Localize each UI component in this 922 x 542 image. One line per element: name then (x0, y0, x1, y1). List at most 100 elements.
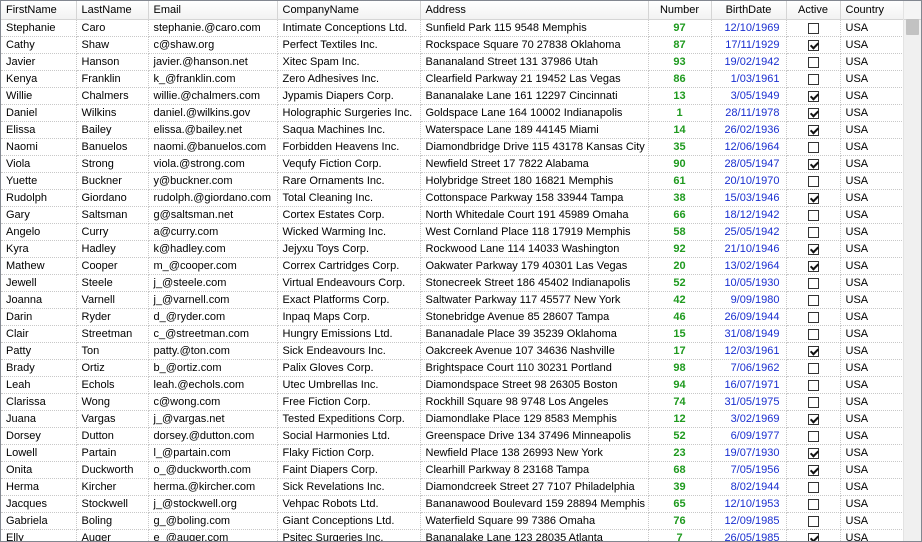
company-name-cell[interactable]: Rare Ornaments Inc. (277, 172, 421, 190)
address-cell[interactable]: Newfield Street 17 7822 Alabama (420, 155, 649, 173)
country-cell[interactable]: USA (840, 172, 904, 190)
first-name-cell[interactable]: Daniel (1, 104, 77, 122)
active-cell[interactable] (786, 427, 841, 445)
country-cell[interactable]: USA (840, 189, 904, 207)
address-cell[interactable]: Bananawood Boulevard 159 28894 Memphis (420, 495, 649, 513)
birth-date-cell[interactable]: 21/10/1946 (711, 240, 787, 258)
table-row[interactable]: Jewell Steele j_@steele.com Virtual Endeavo… (1, 274, 904, 292)
company-name-cell[interactable]: Faint Diapers Corp. (277, 461, 421, 479)
active-checkbox[interactable] (807, 362, 819, 374)
active-checkbox[interactable] (807, 311, 819, 323)
first-name-cell[interactable]: Dorsey (1, 427, 77, 445)
company-name-cell[interactable]: Jejyxu Toys Corp. (277, 240, 421, 258)
country-cell[interactable]: USA (840, 444, 904, 462)
first-name-cell[interactable]: Darin (1, 308, 77, 326)
first-name-cell[interactable]: Viola (1, 155, 77, 173)
email-cell[interactable]: leah.@echols.com (148, 376, 278, 394)
table-row[interactable]: Angelo Curry a@curry.com Wicked Warming Inc… (1, 223, 904, 241)
country-cell[interactable]: USA (840, 104, 904, 122)
table-row[interactable]: Herma Kircher herma.@kircher.com Sick Revel… (1, 478, 904, 496)
company-name-cell[interactable]: Intimate Conceptions Ltd. (277, 19, 421, 37)
country-cell[interactable]: USA (840, 274, 904, 292)
number-cell[interactable]: 42 (648, 291, 712, 309)
address-cell[interactable]: Rockhill Square 98 9748 Los Angeles (420, 393, 649, 411)
birth-date-cell[interactable]: 15/03/1946 (711, 189, 787, 207)
email-cell[interactable]: j_@vargas.net (148, 410, 278, 428)
last-name-cell[interactable]: Curry (76, 223, 149, 241)
email-cell[interactable]: herma.@kircher.com (148, 478, 278, 496)
last-name-cell[interactable]: Ton (76, 342, 149, 360)
first-name-cell[interactable]: Jewell (1, 274, 77, 292)
active-cell[interactable] (786, 376, 841, 394)
company-name-cell[interactable]: Vequfy Fiction Corp. (277, 155, 421, 173)
email-cell[interactable]: g@saltsman.net (148, 206, 278, 224)
birth-date-cell[interactable]: 31/08/1949 (711, 325, 787, 343)
address-cell[interactable]: Rockwood Lane 114 14033 Washington (420, 240, 649, 258)
email-cell[interactable]: willie.@chalmers.com (148, 87, 278, 105)
column-header-country[interactable]: Country (840, 1, 904, 20)
email-cell[interactable]: c_@streetman.com (148, 325, 278, 343)
active-checkbox[interactable] (807, 396, 819, 408)
active-cell[interactable] (786, 325, 841, 343)
active-checkbox[interactable] (807, 73, 819, 85)
table-row[interactable]: Patty Ton patty.@ton.com Sick Endeavours In… (1, 342, 904, 360)
address-cell[interactable]: Diamondlake Place 129 8583 Memphis (420, 410, 649, 428)
active-cell[interactable] (786, 138, 841, 156)
number-cell[interactable]: 97 (648, 19, 712, 37)
column-header-number[interactable]: Number (648, 1, 712, 20)
last-name-cell[interactable]: Saltsman (76, 206, 149, 224)
active-checkbox[interactable] (807, 379, 819, 391)
table-row[interactable]: Lowell Partain l_@partain.com Flaky Fiction… (1, 444, 904, 462)
active-checkbox[interactable] (807, 464, 819, 476)
first-name-cell[interactable]: Patty (1, 342, 77, 360)
company-name-cell[interactable]: Jypamis Diapers Corp. (277, 87, 421, 105)
address-cell[interactable]: Diamondbridge Drive 115 43178 Kansas Cit… (420, 138, 649, 156)
country-cell[interactable]: USA (840, 138, 904, 156)
active-cell[interactable] (786, 189, 841, 207)
email-cell[interactable]: y@buckner.com (148, 172, 278, 190)
active-cell[interactable] (786, 461, 841, 479)
first-name-cell[interactable]: Kyra (1, 240, 77, 258)
address-cell[interactable]: Bananadale Place 39 35239 Oklahoma (420, 325, 649, 343)
last-name-cell[interactable]: Chalmers (76, 87, 149, 105)
company-name-cell[interactable]: Wicked Warming Inc. (277, 223, 421, 241)
table-row[interactable]: Onita Duckworth o_@duckworth.com Faint Diap… (1, 461, 904, 479)
active-cell[interactable] (786, 512, 841, 530)
first-name-cell[interactable]: Clair (1, 325, 77, 343)
active-checkbox[interactable] (807, 209, 819, 221)
company-name-cell[interactable]: Exact Platforms Corp. (277, 291, 421, 309)
company-name-cell[interactable]: Inpaq Maps Corp. (277, 308, 421, 326)
number-cell[interactable]: 87 (648, 36, 712, 54)
active-cell[interactable] (786, 257, 841, 275)
active-checkbox[interactable] (807, 515, 819, 527)
email-cell[interactable]: c@wong.com (148, 393, 278, 411)
active-cell[interactable] (786, 87, 841, 105)
last-name-cell[interactable]: Franklin (76, 70, 149, 88)
first-name-cell[interactable]: Herma (1, 478, 77, 496)
first-name-cell[interactable]: Naomi (1, 138, 77, 156)
first-name-cell[interactable]: Yuette (1, 172, 77, 190)
email-cell[interactable]: k_@franklin.com (148, 70, 278, 88)
active-checkbox[interactable] (807, 39, 819, 51)
company-name-cell[interactable]: Giant Conceptions Ltd. (277, 512, 421, 530)
email-cell[interactable]: k@hadley.com (148, 240, 278, 258)
last-name-cell[interactable]: Partain (76, 444, 149, 462)
active-cell[interactable] (786, 291, 841, 309)
company-name-cell[interactable]: Psitec Surgeries Inc. (277, 529, 421, 541)
number-cell[interactable]: 93 (648, 53, 712, 71)
birth-date-cell[interactable]: 28/05/1947 (711, 155, 787, 173)
last-name-cell[interactable]: Shaw (76, 36, 149, 54)
column-header-active[interactable]: Active (786, 1, 841, 20)
address-cell[interactable]: North Whitedale Court 191 45989 Omaha (420, 206, 649, 224)
active-checkbox[interactable] (807, 260, 819, 272)
active-checkbox[interactable] (807, 413, 819, 425)
table-row[interactable]: Kyra Hadley k@hadley.com Jejyxu Toys Corp. R… (1, 240, 904, 258)
number-cell[interactable]: 76 (648, 512, 712, 530)
email-cell[interactable]: j_@varnell.com (148, 291, 278, 309)
table-row[interactable]: Javier Hanson javier.@hanson.net Xitec Spam… (1, 53, 904, 71)
last-name-cell[interactable]: Streetman (76, 325, 149, 343)
last-name-cell[interactable]: Varnell (76, 291, 149, 309)
address-cell[interactable]: Rockspace Square 70 27838 Oklahoma (420, 36, 649, 54)
active-checkbox[interactable] (807, 107, 819, 119)
